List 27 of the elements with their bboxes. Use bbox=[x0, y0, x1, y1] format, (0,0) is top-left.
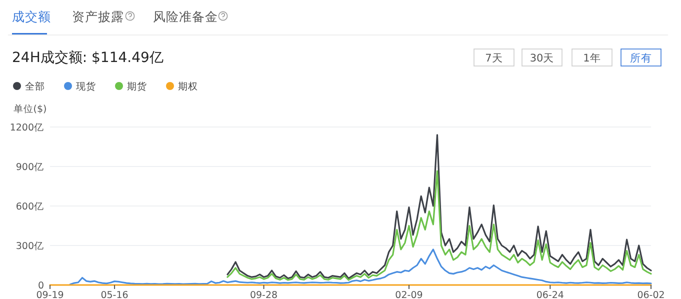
text: 资产披露 bbox=[72, 9, 124, 24]
chart-title: 24H成交额: $114.49亿 bbox=[12, 50, 164, 66]
line-series bbox=[69, 248, 652, 286]
line-series bbox=[226, 134, 652, 280]
legend-label: 现货 bbox=[76, 80, 96, 92]
y-tick-label: 0 bbox=[38, 280, 44, 292]
x-tick-label: 05-16 bbox=[100, 290, 128, 299]
line-series bbox=[226, 170, 652, 281]
text: 风险准备金 bbox=[153, 9, 218, 24]
text: 所有 bbox=[630, 52, 652, 64]
y-axis-title: 单位($) bbox=[13, 103, 47, 115]
legend-label: 全部 bbox=[25, 80, 45, 92]
legend-label: 期权 bbox=[178, 80, 198, 92]
x-tick-label: 09-28 bbox=[250, 290, 278, 299]
text: 成交额 bbox=[12, 9, 51, 24]
text: 7天 bbox=[485, 52, 503, 64]
y-tick-label: 1200亿 bbox=[10, 122, 44, 134]
x-tick-label: 09-19 bbox=[36, 290, 64, 299]
x-tick-label: 06-24 bbox=[536, 290, 564, 299]
x-tick-label: 02-09 bbox=[395, 290, 423, 299]
y-tick-label: 300亿 bbox=[16, 241, 44, 252]
text: 1年 bbox=[583, 52, 601, 64]
legend-label: 期货 bbox=[127, 80, 147, 92]
text: 30天 bbox=[530, 52, 554, 64]
x-tick-label: 06-02 bbox=[637, 290, 665, 299]
y-tick-label: 900亿 bbox=[16, 162, 44, 173]
y-tick-label: 600亿 bbox=[16, 202, 44, 212]
